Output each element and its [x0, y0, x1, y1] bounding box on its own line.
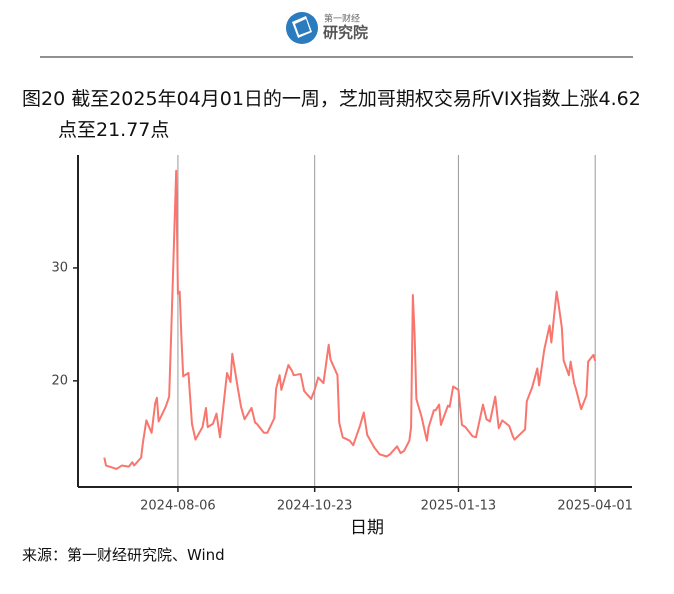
data-line — [103, 169, 597, 470]
logo-small: 第一财经 — [324, 13, 360, 25]
x-tick-label: 2024-08-06 — [140, 499, 216, 514]
chart-title: 图20 截至2025年04月01日的一周，芝加哥期权交易所VIX指数上涨4.62… — [22, 88, 641, 141]
x-tick-label: 2025-04-01 — [557, 499, 633, 514]
plot: 2024-08-06 2024-10-23 2025-01-13 2025-04-01… — [51, 155, 633, 538]
x-tick-label: 2025-01-13 — [421, 499, 497, 514]
y-tick-label: 20 — [51, 373, 68, 388]
x-tick-label: 2024-10-23 — [277, 499, 353, 514]
y-tick-label: 30 — [51, 260, 68, 275]
logo-text: 研究院 — [323, 24, 368, 42]
source-note: 来源：第一财经研究院、Wind — [22, 546, 225, 564]
x-axis-label: 日期 — [350, 518, 384, 538]
logo-icon — [286, 12, 318, 44]
